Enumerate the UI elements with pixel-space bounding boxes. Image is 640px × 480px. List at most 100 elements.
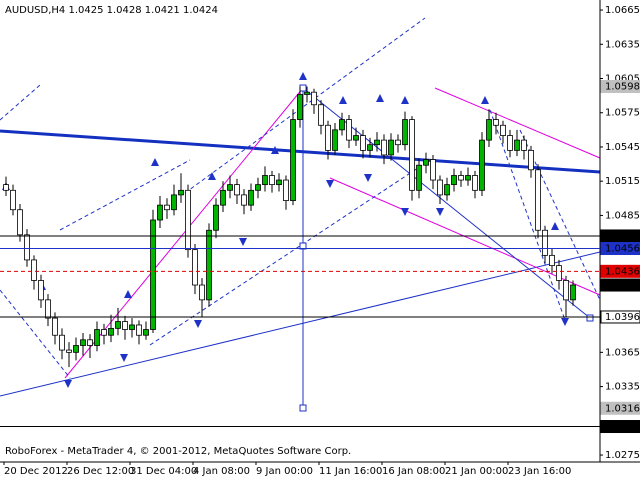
candle-body [59, 334, 65, 351]
level-label-box [600, 229, 640, 243]
level-label-box [600, 264, 640, 278]
candle-body [66, 349, 72, 353]
y-tick-label: 1.0665 [605, 5, 640, 16]
candle-body [332, 129, 338, 151]
chart-footer: RoboForex - MetaTrader 4, © 2001-2012, M… [5, 446, 351, 457]
candle-body [535, 169, 541, 231]
candle-body [458, 175, 464, 181]
candle-body [192, 249, 198, 286]
trendline [329, 177, 601, 296]
candle-body [122, 321, 128, 330]
candle-body [486, 119, 492, 141]
trendline [489, 109, 566, 321]
candle-body [269, 175, 275, 186]
candle-body [311, 91, 317, 106]
level-label: 1.0467 [605, 231, 640, 242]
candle-body [38, 280, 44, 301]
candle-body [360, 135, 366, 151]
level-label: 1.0598 [605, 81, 640, 92]
candle-body [570, 284, 576, 301]
candle-body [213, 204, 219, 231]
candle-body [381, 139, 387, 156]
candle-body [220, 189, 226, 206]
level-label-box [600, 242, 640, 256]
candle-body [10, 189, 16, 211]
candle-body [276, 179, 282, 186]
fractal-down [120, 354, 128, 362]
fractal-up [124, 290, 132, 298]
candle-body [80, 339, 86, 346]
candle-body [465, 175, 471, 181]
candle-body [437, 179, 443, 196]
candle-body [248, 189, 254, 206]
anchor [299, 84, 307, 92]
level-label-box [600, 278, 640, 292]
candle-body [444, 184, 450, 196]
x-tick-label: 16 Jan 08:00 [382, 466, 445, 477]
candle-body [430, 159, 436, 181]
fractal-up [151, 158, 159, 166]
trendline [0, 289, 71, 379]
anchor [299, 404, 307, 412]
y-tick-label: 1.0635 [605, 39, 640, 50]
x-tick-label: 21 Jan 00:00 [445, 466, 508, 477]
x-tick-label: 9 Jan 00:00 [256, 466, 313, 477]
candle-body [493, 119, 499, 126]
candle-body [423, 159, 429, 166]
chart-header: AUDUSD,H4 1.0425 1.0428 1.0421 1.0424 [5, 5, 218, 16]
fractal-up [208, 172, 216, 180]
candle-body [374, 139, 380, 146]
fractal-up [401, 96, 409, 104]
candles [3, 86, 576, 368]
y-tick-label: 1.0575 [605, 108, 640, 119]
candle-body [129, 324, 135, 330]
fractal-up [339, 96, 347, 104]
fractal-up [481, 96, 489, 104]
candle-body [353, 135, 359, 141]
trendline [184, 17, 426, 194]
candle-body [297, 94, 303, 120]
candle-body [199, 284, 205, 301]
fractal-down [64, 380, 72, 388]
fractal-up [376, 94, 384, 102]
candle-body [283, 179, 289, 201]
level-label: 1.0396 [605, 312, 640, 323]
level-label-box [600, 79, 640, 93]
x-tick-label: 20 Dec 2012 [4, 466, 68, 477]
y-tick-label: 1.0545 [605, 142, 640, 153]
trendline [0, 84, 41, 121]
level-label: 1.0300 [605, 422, 640, 433]
candle-body [556, 265, 562, 281]
x-tick-label: 4 Jan 08:00 [193, 466, 250, 477]
candle-body [227, 184, 233, 191]
level-label-box [600, 401, 640, 415]
candle-body [339, 119, 345, 131]
candle-body [115, 321, 121, 329]
candle-body [388, 139, 394, 156]
level-label: 1.0316 [605, 403, 640, 414]
fractal-down [326, 180, 334, 188]
level-label: 1.0424 [605, 280, 640, 291]
anchor [586, 314, 594, 322]
candle-body [318, 104, 324, 126]
fractal-down [364, 174, 372, 182]
candle-body [101, 329, 107, 336]
candle-body [563, 280, 569, 301]
fractal-down [239, 238, 247, 246]
candle-body [451, 175, 457, 186]
candle-body [3, 184, 9, 191]
candle-body [185, 189, 191, 251]
candle-body [549, 254, 555, 267]
y-tick-label: 1.0335 [605, 382, 640, 393]
y-tick-label: 1.0365 [605, 347, 640, 358]
fractal-down [401, 208, 409, 216]
candle-body [402, 119, 408, 146]
trendline [59, 159, 191, 231]
trendline [0, 251, 601, 397]
trendline [434, 87, 601, 159]
candle-body [17, 209, 23, 236]
fractal-down [561, 318, 569, 326]
